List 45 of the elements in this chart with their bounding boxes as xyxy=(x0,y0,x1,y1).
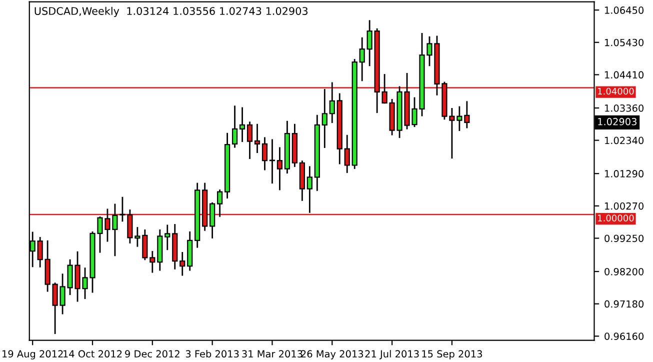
candlestick xyxy=(164,224,170,250)
candlestick xyxy=(276,147,283,190)
ref-line-label: 1.04000 xyxy=(598,88,634,95)
y-tick-label: 0.98200 xyxy=(604,268,644,276)
y-tick-label: 0.97180 xyxy=(604,300,644,308)
candlestick xyxy=(232,106,238,148)
text: 1.02903 xyxy=(598,118,636,126)
x-tick-label: 3 Feb 2013 xyxy=(186,350,239,358)
y-tick-label: 1.01290 xyxy=(605,170,644,178)
candlestick xyxy=(464,101,470,128)
candlestick xyxy=(344,134,350,173)
candlestick xyxy=(322,88,328,148)
x-tick-label: 31 Mar 2013 xyxy=(242,350,302,358)
candlestick xyxy=(329,82,335,124)
y-tick-label: 1.02340 xyxy=(605,136,644,144)
candlestick xyxy=(262,137,268,170)
y-tick-label: 1.05430 xyxy=(605,38,644,46)
candlestick xyxy=(134,227,140,247)
candlestick xyxy=(142,229,148,260)
candlestick xyxy=(306,166,312,213)
chart-title: USDCAD,Weekly 1.03124 1.03556 1.02743 1.02903 xyxy=(34,6,308,17)
candlestick xyxy=(37,237,43,268)
x-tick-label: 9 Dec 2012 xyxy=(125,350,180,358)
y-tick-label: 0.96160 xyxy=(604,332,644,340)
candlestick xyxy=(210,202,216,238)
y-tick-label: 1.04410 xyxy=(605,71,644,79)
candlestick xyxy=(239,107,246,142)
x-tick-label: 19 Aug 2012 xyxy=(2,350,63,360)
candlestick xyxy=(180,252,186,276)
candlestick xyxy=(254,124,260,153)
y-tick-label: 0.99250 xyxy=(604,234,644,242)
x-tick-label: 26 May 2013 xyxy=(301,350,364,360)
candlestick xyxy=(150,251,156,273)
candlestick xyxy=(359,37,365,82)
y-tick-label: 1.00270 xyxy=(605,202,644,210)
x-tick-label: 14 Oct 2012 xyxy=(64,350,122,358)
candlestick xyxy=(246,122,253,159)
ref-line-label: 1.00000 xyxy=(598,214,634,222)
candlestick xyxy=(269,139,276,184)
candlestick xyxy=(366,20,372,66)
x-tick-label: 15 Sep 2013 xyxy=(422,350,482,360)
y-tick-label: 1.03360 xyxy=(605,104,644,112)
y-tick-label: 1.06450 xyxy=(605,6,644,14)
x-tick-label: 21 Jul 2013 xyxy=(365,350,419,360)
candlestick xyxy=(217,190,223,217)
